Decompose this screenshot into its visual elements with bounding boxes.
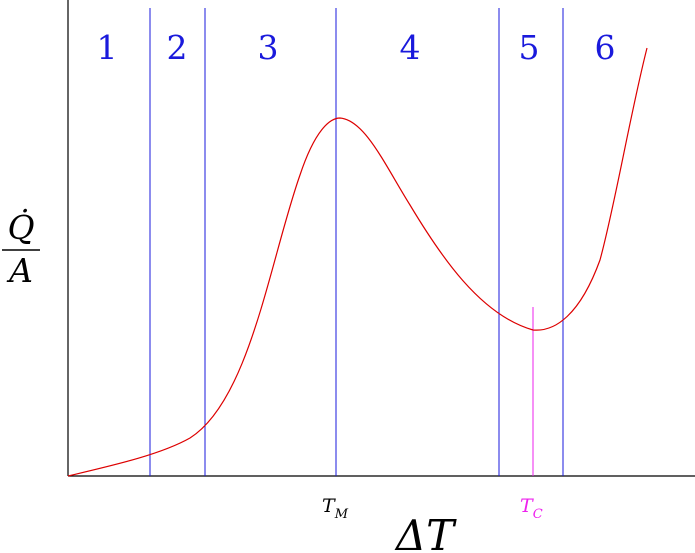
tm-label-main: T <box>322 495 336 517</box>
heat-flux-curve <box>67 47 648 477</box>
region-label-2: 2 <box>167 28 188 67</box>
region-label-3: 3 <box>258 28 279 67</box>
region-label-5: 5 <box>519 28 540 67</box>
tc-label-main: T <box>520 495 534 517</box>
tc-label: TC <box>520 495 543 522</box>
tm-label: TM <box>322 495 349 522</box>
region-label-6: 6 <box>595 28 616 67</box>
region-label-4: 4 <box>400 28 421 67</box>
tm-label-sub: M <box>334 507 349 522</box>
region-label-1: 1 <box>97 28 118 67</box>
x-axis-label: ΔT <box>394 511 457 553</box>
tc-label-sub: C <box>533 507 543 522</box>
y-axis-label-numerator: Q̇ <box>7 208 34 247</box>
y-axis-label-denominator: A <box>6 251 33 290</box>
